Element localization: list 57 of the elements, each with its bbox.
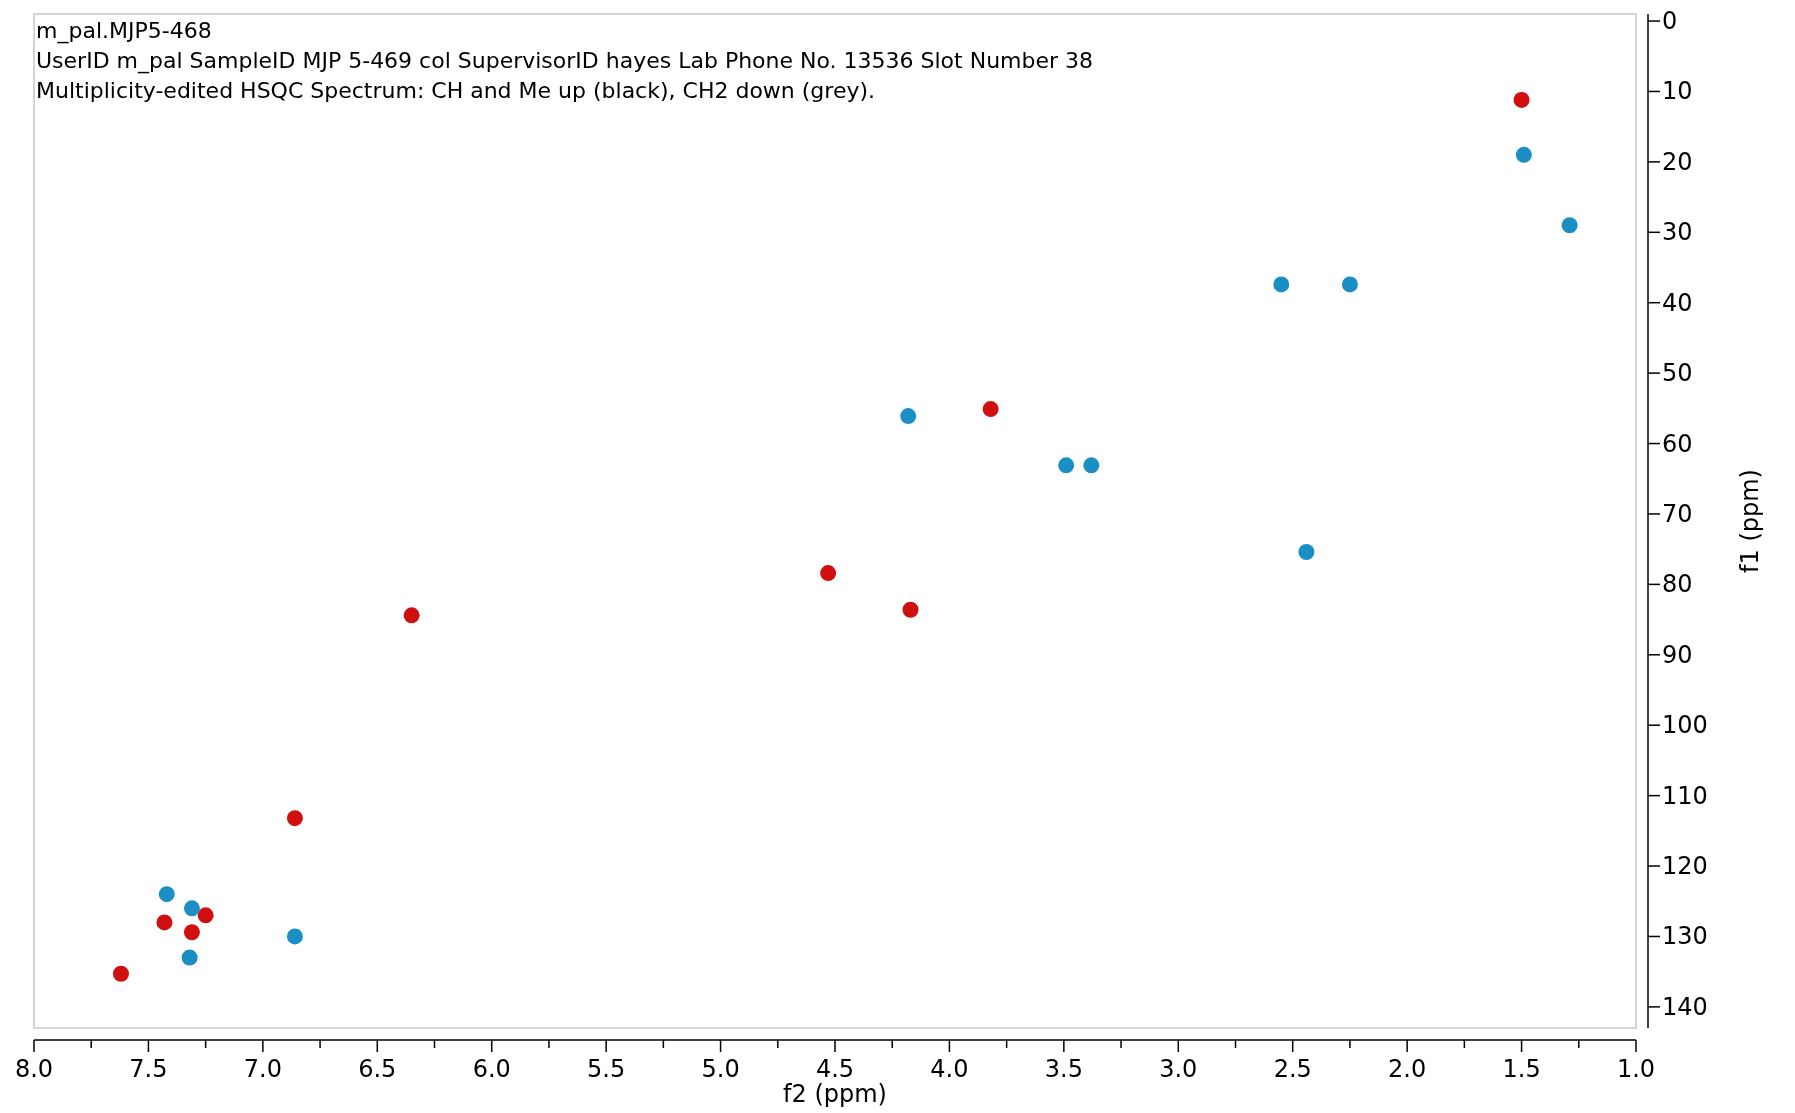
x-tick-label: 6.0 <box>472 1055 511 1083</box>
y-tick-label: 130 <box>1662 922 1708 951</box>
point <box>197 907 214 924</box>
y-tick-label: 30 <box>1662 218 1693 247</box>
x-tick-label: 3.5 <box>1044 1055 1083 1083</box>
point <box>1341 276 1358 293</box>
point <box>820 565 837 582</box>
point <box>1515 146 1532 163</box>
point <box>286 810 303 827</box>
point <box>1513 91 1530 108</box>
x-tick-label: 2.5 <box>1273 1055 1312 1083</box>
point <box>1058 457 1075 474</box>
point <box>982 401 999 418</box>
point <box>183 924 200 941</box>
point <box>1083 457 1100 474</box>
x-tick-label: 1.0 <box>1616 1055 1656 1083</box>
x-axis-title: f2 (ppm) <box>783 1080 887 1108</box>
y-tick-label: 60 <box>1662 429 1693 458</box>
point <box>181 949 198 966</box>
y-tick-label: 20 <box>1662 147 1693 176</box>
y-tick-label: 50 <box>1662 359 1693 388</box>
point <box>902 601 919 618</box>
point <box>900 408 917 425</box>
x-tick-label: 4.0 <box>930 1055 969 1083</box>
point <box>158 886 175 903</box>
chart-title: m_pal.MJP5-468 <box>36 18 212 44</box>
x-tick-label: 7.5 <box>129 1055 168 1083</box>
point <box>1273 276 1290 293</box>
y-tick-label: 140 <box>1662 992 1708 1021</box>
y-axis-title: f1 (ppm) <box>1736 469 1764 573</box>
y-tick-label: 0 <box>1662 7 1678 36</box>
x-tick-label: 8.0 <box>14 1055 54 1083</box>
point <box>112 965 129 982</box>
y-tick-label: 110 <box>1662 781 1708 810</box>
y-tick-label: 90 <box>1662 640 1693 669</box>
point <box>286 928 303 945</box>
y-tick-label: 100 <box>1662 711 1708 740</box>
x-tick-label: 4.5 <box>815 1055 855 1083</box>
x-tick-label: 1.5 <box>1502 1055 1541 1083</box>
text: UserID m_pal SampleID MJP 5-469 col SupervisorID hayes Lab Phone No. 13536 Slot Number 38 <box>36 48 1094 74</box>
x-tick-label: 2.0 <box>1388 1055 1427 1083</box>
x-tick-label: 7.0 <box>243 1055 282 1083</box>
y-tick-label: 80 <box>1662 570 1693 599</box>
point <box>183 900 200 917</box>
point <box>1561 217 1578 234</box>
x-tick-label: 5.0 <box>701 1055 740 1083</box>
point <box>1298 544 1315 560</box>
x-tick-label: 6.5 <box>358 1055 397 1083</box>
x-tick-label: 5.5 <box>587 1055 626 1083</box>
y-tick-label: 70 <box>1662 499 1693 528</box>
x-tick-label: 3.0 <box>1159 1055 1198 1083</box>
annotation: Multiplicity-edited HSQC Spectrum: CH and Me up (black), CH2 down (grey). <box>36 78 876 103</box>
y-tick-label: 120 <box>1662 852 1708 881</box>
y-tick-label: 10 <box>1662 77 1693 106</box>
point <box>403 607 420 624</box>
y-tick-label: 40 <box>1662 288 1693 317</box>
point <box>156 914 173 931</box>
